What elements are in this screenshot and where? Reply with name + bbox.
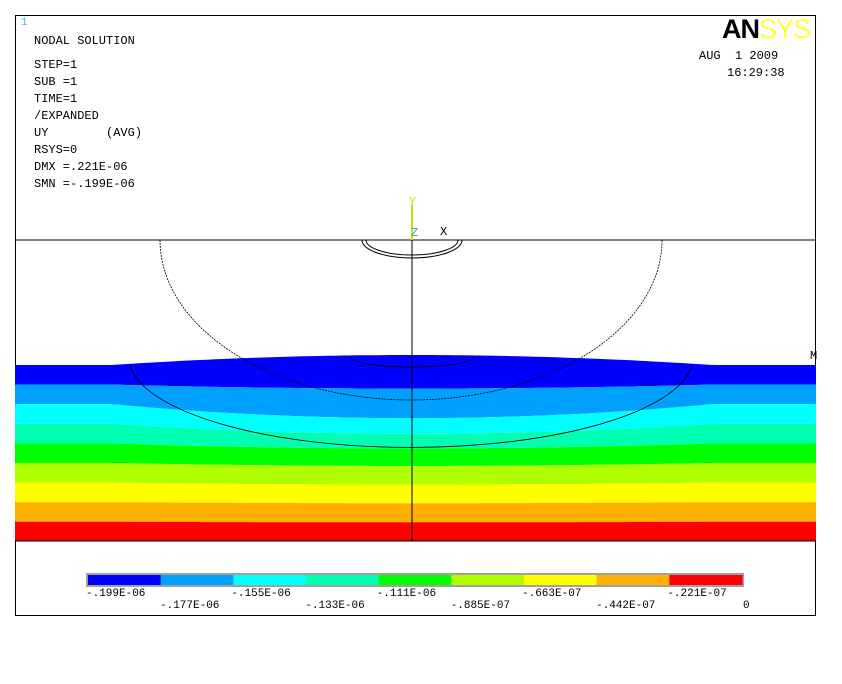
legend-swatch — [378, 575, 452, 585]
contact-arc-inner — [365, 239, 459, 256]
smn-label: SMN =-.199E-06 — [34, 177, 135, 191]
contour-band-4 — [15, 423, 816, 449]
contour-band-8 — [15, 502, 816, 523]
contour-band-1 — [15, 355, 816, 389]
legend-swatch — [596, 575, 670, 585]
expanded-label: /EXPANDED — [34, 109, 99, 123]
ansys-logo: ANSYS — [722, 14, 811, 44]
legend-label: -.885E-07 — [450, 600, 511, 612]
contour-band-3 — [15, 404, 816, 434]
legend-swatch — [160, 575, 234, 585]
legend-label: -.155E-06 — [231, 588, 291, 600]
legend-label: -.177E-06 — [160, 600, 220, 612]
z-axis-label: Z — [411, 226, 419, 240]
legend-label: -.199E-06 — [86, 588, 146, 600]
y-axis-label: Y — [409, 195, 417, 209]
outer-arc — [159, 239, 663, 401]
contour-band-9 — [15, 521, 816, 541]
deformed-arc — [129, 364, 693, 448]
dmx-label: DMX =.221E-06 — [34, 160, 128, 174]
legend-swatch — [306, 575, 380, 585]
contour-band-6 — [15, 463, 816, 485]
window-number: 1 — [21, 17, 28, 29]
legend-swatch — [233, 575, 307, 585]
rsys-label: RSYS=0 — [34, 143, 78, 157]
legend-swatch — [669, 575, 743, 585]
contour-band-5 — [15, 443, 816, 466]
time-label: TIME=1 — [34, 92, 78, 106]
x-axis-label: X — [440, 225, 448, 239]
clock-label: 16:29:38 — [727, 66, 785, 80]
small-arc — [349, 356, 475, 368]
contour-band-2 — [15, 384, 816, 419]
legend-label: -.221E-07 — [667, 588, 727, 600]
item-label: UY (AVG) — [34, 126, 143, 140]
max-marker: M — [810, 349, 818, 363]
legend-label: -.111E-06 — [376, 588, 437, 600]
legend-label: -.663E-07 — [522, 588, 582, 600]
plot-window — [15, 15, 816, 616]
date-label: AUG 1 2009 — [699, 49, 779, 63]
sub-label: SUB =1 — [34, 75, 78, 89]
legend-swatch — [451, 575, 525, 585]
legend-swatch — [88, 575, 162, 585]
legend-label: -.442E-07 — [596, 600, 656, 612]
contour-band-7 — [15, 482, 816, 504]
result-title: NODAL SOLUTION — [34, 34, 135, 48]
legend-label: -.133E-06 — [305, 600, 365, 612]
step-label: STEP=1 — [34, 58, 78, 72]
contact-arc — [361, 239, 463, 259]
legend-swatch — [524, 575, 598, 585]
legend-label: 0 — [743, 600, 750, 612]
